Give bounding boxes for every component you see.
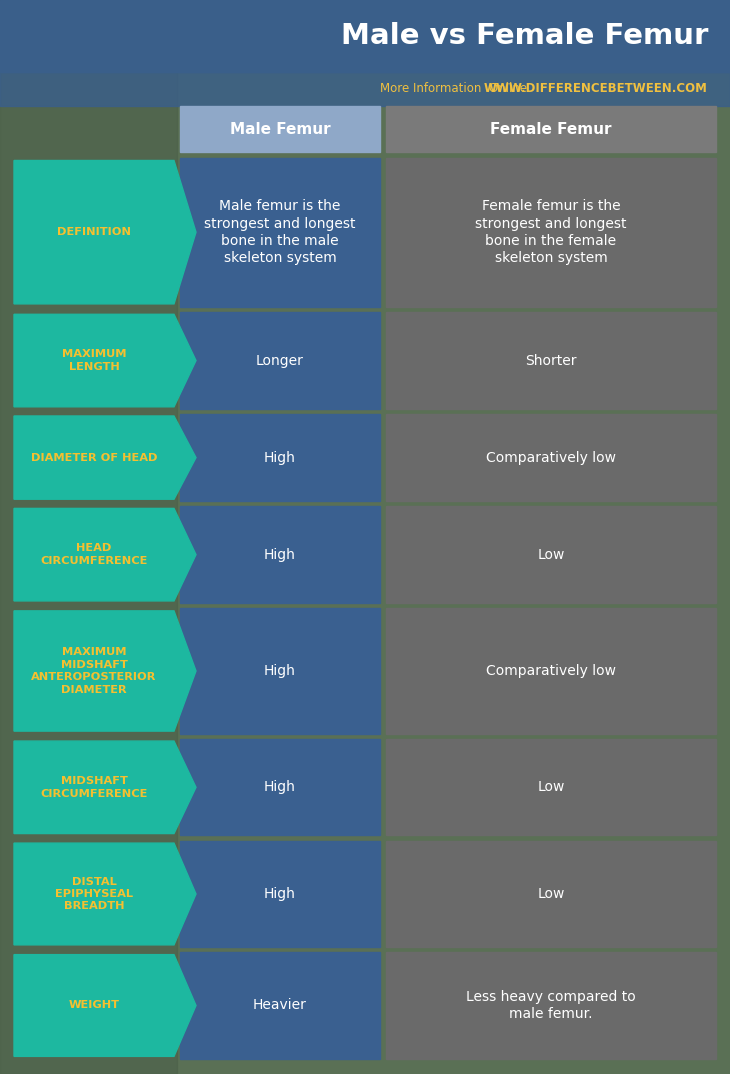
Bar bbox=[180, 158, 380, 307]
Bar bbox=[0, 0, 177, 1074]
Text: WEIGHT: WEIGHT bbox=[69, 1001, 120, 1011]
Text: HEAD
CIRCUMFERENCE: HEAD CIRCUMFERENCE bbox=[40, 543, 147, 566]
Bar bbox=[180, 106, 380, 153]
Bar bbox=[386, 158, 716, 307]
Bar bbox=[180, 953, 380, 1059]
Bar bbox=[386, 739, 716, 836]
Text: Heavier: Heavier bbox=[253, 999, 307, 1013]
Text: DISTAL
EPIPHYSEAL
BREADTH: DISTAL EPIPHYSEAL BREADTH bbox=[55, 876, 133, 912]
Text: Comparatively low: Comparatively low bbox=[486, 451, 616, 465]
Polygon shape bbox=[14, 741, 196, 833]
Text: Female femur is the
strongest and longest
bone in the female
skeleton system: Female femur is the strongest and longes… bbox=[475, 200, 627, 265]
Text: High: High bbox=[264, 887, 296, 901]
Bar bbox=[180, 739, 380, 836]
Bar bbox=[0, 72, 730, 106]
Polygon shape bbox=[14, 611, 196, 731]
Text: MIDSHAFT
CIRCUMFERENCE: MIDSHAFT CIRCUMFERENCE bbox=[40, 777, 147, 798]
Bar bbox=[180, 507, 380, 603]
Text: High: High bbox=[264, 664, 296, 678]
Text: Male femur is the
strongest and longest
bone in the male
skeleton system: Male femur is the strongest and longest … bbox=[204, 200, 356, 265]
Text: Low: Low bbox=[537, 548, 565, 562]
Text: DEFINITION: DEFINITION bbox=[57, 228, 131, 237]
Bar bbox=[180, 415, 380, 500]
Bar bbox=[386, 507, 716, 603]
Text: Longer: Longer bbox=[256, 353, 304, 367]
Text: More Information  Online: More Information Online bbox=[380, 83, 534, 96]
Text: Comparatively low: Comparatively low bbox=[486, 664, 616, 678]
Bar bbox=[0, 0, 730, 72]
Bar bbox=[386, 415, 716, 500]
Polygon shape bbox=[14, 160, 196, 304]
Text: Shorter: Shorter bbox=[526, 353, 577, 367]
Text: High: High bbox=[264, 548, 296, 562]
Text: Male Femur: Male Femur bbox=[230, 121, 330, 136]
Text: High: High bbox=[264, 781, 296, 795]
Polygon shape bbox=[14, 416, 196, 499]
Text: WWW.DIFFERENCEBETWEEN.COM: WWW.DIFFERENCEBETWEEN.COM bbox=[484, 83, 708, 96]
Text: Male vs Female Femur: Male vs Female Femur bbox=[341, 21, 708, 50]
Bar bbox=[386, 106, 716, 153]
Text: Low: Low bbox=[537, 781, 565, 795]
Text: Less heavy compared to
male femur.: Less heavy compared to male femur. bbox=[466, 990, 636, 1021]
Bar bbox=[386, 313, 716, 409]
Text: Female Femur: Female Femur bbox=[491, 121, 612, 136]
Text: Low: Low bbox=[537, 887, 565, 901]
Text: DIAMETER OF HEAD: DIAMETER OF HEAD bbox=[31, 452, 157, 463]
Polygon shape bbox=[14, 843, 196, 945]
Bar bbox=[386, 608, 716, 734]
Polygon shape bbox=[14, 315, 196, 407]
Bar bbox=[180, 313, 380, 409]
Bar bbox=[386, 953, 716, 1059]
Text: High: High bbox=[264, 451, 296, 465]
Bar bbox=[180, 841, 380, 947]
Polygon shape bbox=[14, 955, 196, 1057]
Polygon shape bbox=[14, 508, 196, 601]
Text: MAXIMUM
MIDSHAFT
ANTEROPOSTERIOR
DIAMETER: MAXIMUM MIDSHAFT ANTEROPOSTERIOR DIAMETE… bbox=[31, 648, 157, 695]
Bar bbox=[386, 841, 716, 947]
Text: MAXIMUM
LENGTH: MAXIMUM LENGTH bbox=[62, 349, 126, 372]
Bar bbox=[180, 608, 380, 734]
